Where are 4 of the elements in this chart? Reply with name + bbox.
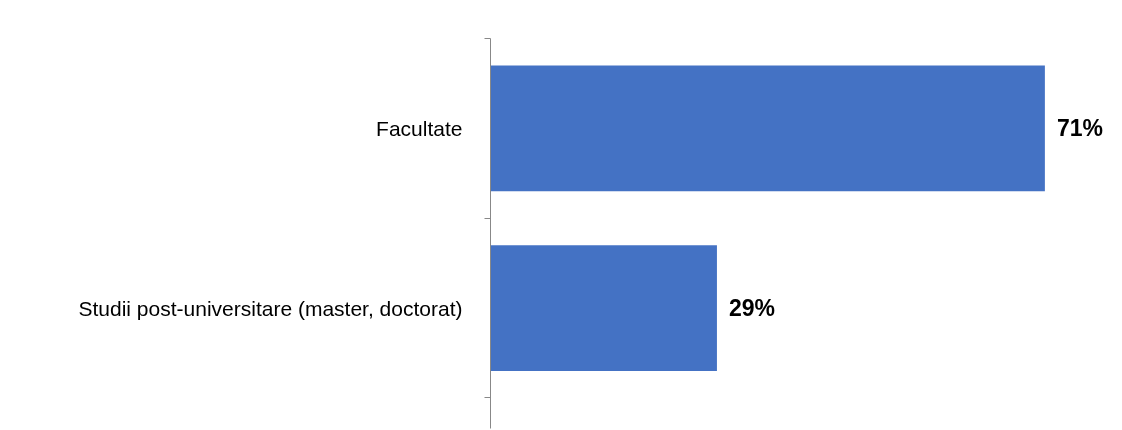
data-label: 71% — [1056, 115, 1103, 142]
y-tick-label: Facultate — [376, 116, 463, 140]
data-label: 29% — [728, 295, 775, 322]
y-tick-label: Studii post-universitare (master, doctorat) — [78, 296, 463, 320]
